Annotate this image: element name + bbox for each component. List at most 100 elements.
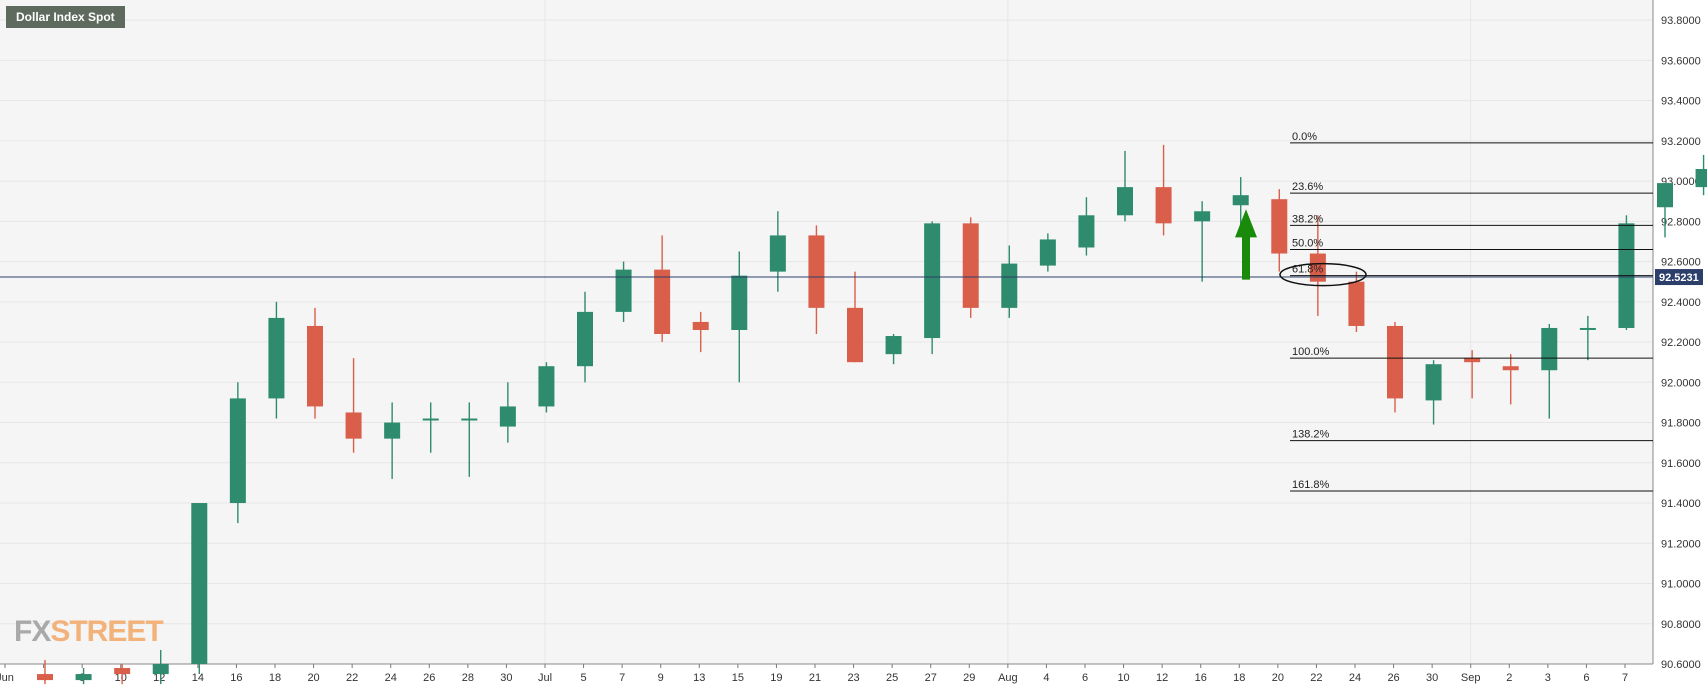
x-tick-label: 20: [307, 672, 319, 684]
fib-level-label: 23.6%: [1292, 181, 1323, 193]
x-tick-label: 29: [963, 672, 975, 684]
candle-body: [345, 412, 362, 439]
candle-body: [808, 235, 825, 308]
green-up-arrow-icon: [1235, 209, 1257, 280]
candle-body: [1271, 199, 1288, 254]
x-tick-label: 5: [581, 672, 587, 684]
fib-level-label: 161.8%: [1292, 479, 1330, 491]
candle-body: [1579, 327, 1596, 330]
candle-body: [384, 422, 401, 439]
fib-level-label: 38.2%: [1292, 213, 1323, 225]
candle-body: [1117, 187, 1133, 216]
y-tick-label: 93.2000: [1661, 136, 1701, 148]
candle-body: [1001, 263, 1018, 308]
x-tick-label: 12: [1156, 672, 1168, 684]
x-tick-label: 23: [847, 672, 859, 684]
y-tick-label: 92.8000: [1661, 216, 1701, 228]
x-tick-label: 22: [1310, 672, 1322, 684]
x-tick-label: 19: [770, 672, 782, 684]
candle-body: [461, 418, 478, 421]
x-tick-label: 10: [115, 672, 127, 684]
x-tick-label: 4: [1043, 672, 1049, 684]
x-tick-label: Jun: [0, 672, 14, 684]
candle-body: [1194, 211, 1211, 222]
instrument-title: Dollar Index Spot: [6, 6, 125, 28]
x-tick-label: 15: [732, 672, 744, 684]
x-tick-label: 28: [462, 672, 474, 684]
x-tick-label: 14: [192, 672, 204, 684]
x-tick-label: 24: [1349, 672, 1361, 684]
candle-body: [1695, 169, 1707, 188]
logo-part-fx: FX: [14, 615, 51, 648]
x-tick-label: Jul: [538, 672, 552, 684]
candle-body: [1039, 239, 1056, 266]
candle-body: [1425, 364, 1442, 401]
x-tick-label: 16: [1195, 672, 1207, 684]
fib-level-label: 100.0%: [1292, 346, 1330, 358]
candle-body: [229, 398, 246, 504]
y-tick-label: 91.2000: [1661, 538, 1701, 550]
fxstreet-logo: FXSTREET: [14, 615, 164, 649]
x-tick-label: 22: [346, 672, 358, 684]
candle-body: [885, 336, 902, 355]
x-tick-label: Aug: [998, 672, 1018, 684]
current-price-label: 92.5231: [1659, 272, 1699, 284]
y-tick-label: 91.4000: [1661, 498, 1701, 510]
y-tick-label: 92.6000: [1661, 257, 1701, 269]
x-tick-label: 9: [658, 672, 664, 684]
x-tick-label: 26: [423, 672, 435, 684]
candle-body: [692, 321, 709, 330]
y-tick-label: 90.6000: [1661, 659, 1701, 671]
candle-body: [731, 275, 748, 330]
candle-body: [37, 674, 53, 681]
annotation-ellipse-fib618: [1279, 262, 1367, 287]
x-tick-label: 26: [1387, 672, 1399, 684]
x-tick-label: 18: [1233, 672, 1245, 684]
candle-body: [1541, 327, 1558, 371]
y-tick-label: 92.4000: [1661, 297, 1701, 309]
candle-body: [1232, 195, 1249, 206]
candle-body: [152, 664, 169, 675]
x-tick-label: 30: [500, 672, 512, 684]
candle-body: [499, 406, 516, 427]
x-tick-label: 2: [1506, 672, 1512, 684]
candle-body: [1309, 253, 1326, 282]
y-tick-label: 93.6000: [1661, 55, 1701, 67]
x-tick-label: 6: [1082, 672, 1088, 684]
current-price-badge: [1655, 269, 1703, 286]
y-tick-label: 93.8000: [1661, 15, 1701, 27]
fib-level-label: 50.0%: [1292, 238, 1323, 250]
y-tick-label: 91.6000: [1661, 458, 1701, 470]
candle-body: [577, 311, 593, 367]
candle-body: [1387, 325, 1403, 399]
y-tick-label: 92.0000: [1661, 377, 1701, 389]
candle-body: [1464, 358, 1481, 363]
x-tick-label: 7: [1622, 672, 1628, 684]
x-tick-label: Sep: [1461, 672, 1481, 684]
candle-body: [769, 235, 786, 272]
x-tick-label: 3: [1545, 672, 1551, 684]
candle-body: [538, 366, 555, 407]
x-tick-label: 18: [269, 672, 281, 684]
x-tick-label: 10: [1117, 672, 1129, 684]
candle-body: [1348, 281, 1365, 326]
candle-body: [1657, 183, 1673, 208]
candle-body: [924, 223, 941, 339]
y-tick-label: 90.8000: [1661, 619, 1701, 631]
candle-body: [268, 317, 285, 399]
y-tick-label: 92.2000: [1661, 337, 1701, 349]
x-tick-label: 16: [230, 672, 242, 684]
y-tick-label: 91.0000: [1661, 579, 1701, 591]
x-tick-label: 25: [886, 672, 898, 684]
candle-body: [1502, 366, 1519, 371]
x-tick-label: 20: [1272, 672, 1284, 684]
x-tick-label: 24: [385, 672, 397, 684]
candle-body: [1078, 215, 1095, 248]
candle-body: [654, 269, 671, 335]
logo-part-street: STREET: [50, 615, 163, 648]
fib-level-label: 138.2%: [1292, 429, 1330, 441]
candle-body: [615, 269, 632, 312]
x-tick-label: 27: [925, 672, 937, 684]
